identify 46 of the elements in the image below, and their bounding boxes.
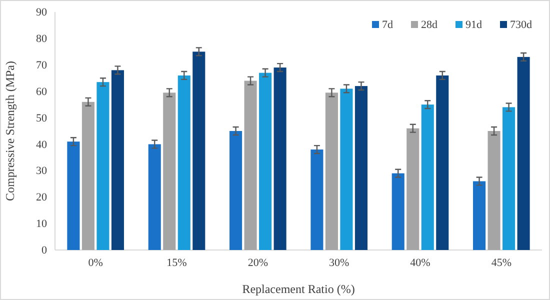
x-tick-label: 40% bbox=[410, 256, 430, 269]
legend-label: 7d bbox=[382, 19, 394, 31]
bar bbox=[488, 131, 500, 250]
bar bbox=[82, 102, 94, 250]
y-tick-label: 50 bbox=[36, 112, 48, 124]
bar bbox=[96, 82, 110, 250]
bar bbox=[148, 144, 161, 250]
y-axis-title: Compressive Strength (MPa) bbox=[3, 61, 17, 201]
x-axis-title: Replacement Ratio (%) bbox=[242, 282, 355, 296]
bar bbox=[340, 88, 353, 250]
bar bbox=[244, 80, 257, 250]
bar bbox=[354, 86, 368, 250]
y-tick-label: 20 bbox=[36, 192, 48, 204]
x-tick-label: 45% bbox=[491, 256, 512, 269]
bar bbox=[517, 56, 530, 250]
y-tick-label: 70 bbox=[36, 59, 48, 72]
bar bbox=[421, 104, 434, 250]
legend-label: 28d bbox=[421, 19, 438, 31]
bar bbox=[192, 52, 206, 250]
bar bbox=[325, 92, 338, 250]
bar bbox=[392, 173, 404, 250]
y-tick-label: 0 bbox=[42, 244, 48, 257]
y-tick-label: 60 bbox=[36, 86, 48, 98]
bar bbox=[406, 128, 420, 250]
bar bbox=[436, 75, 449, 250]
bar bbox=[502, 107, 516, 250]
y-tick-label: 40 bbox=[36, 138, 48, 151]
bar bbox=[473, 181, 486, 250]
x-tick-label: 0% bbox=[88, 256, 103, 269]
bar bbox=[111, 70, 124, 250]
bar bbox=[310, 150, 324, 250]
bar bbox=[178, 75, 190, 250]
bar bbox=[230, 131, 242, 250]
legend-label: 730d bbox=[510, 19, 532, 31]
y-tick-label: 80 bbox=[36, 32, 48, 45]
x-tick-label: 15% bbox=[166, 256, 187, 269]
y-tick-label: 30 bbox=[36, 165, 48, 178]
y-tick-label: 10 bbox=[36, 218, 48, 230]
legend-label: 91d bbox=[466, 19, 482, 31]
bar bbox=[274, 68, 286, 250]
bar bbox=[259, 72, 272, 250]
bar bbox=[67, 142, 80, 250]
x-tick-label: 30% bbox=[328, 256, 350, 269]
bar bbox=[163, 92, 176, 250]
y-tick-label: 90 bbox=[36, 6, 48, 19]
x-tick-label: 20% bbox=[248, 256, 268, 269]
